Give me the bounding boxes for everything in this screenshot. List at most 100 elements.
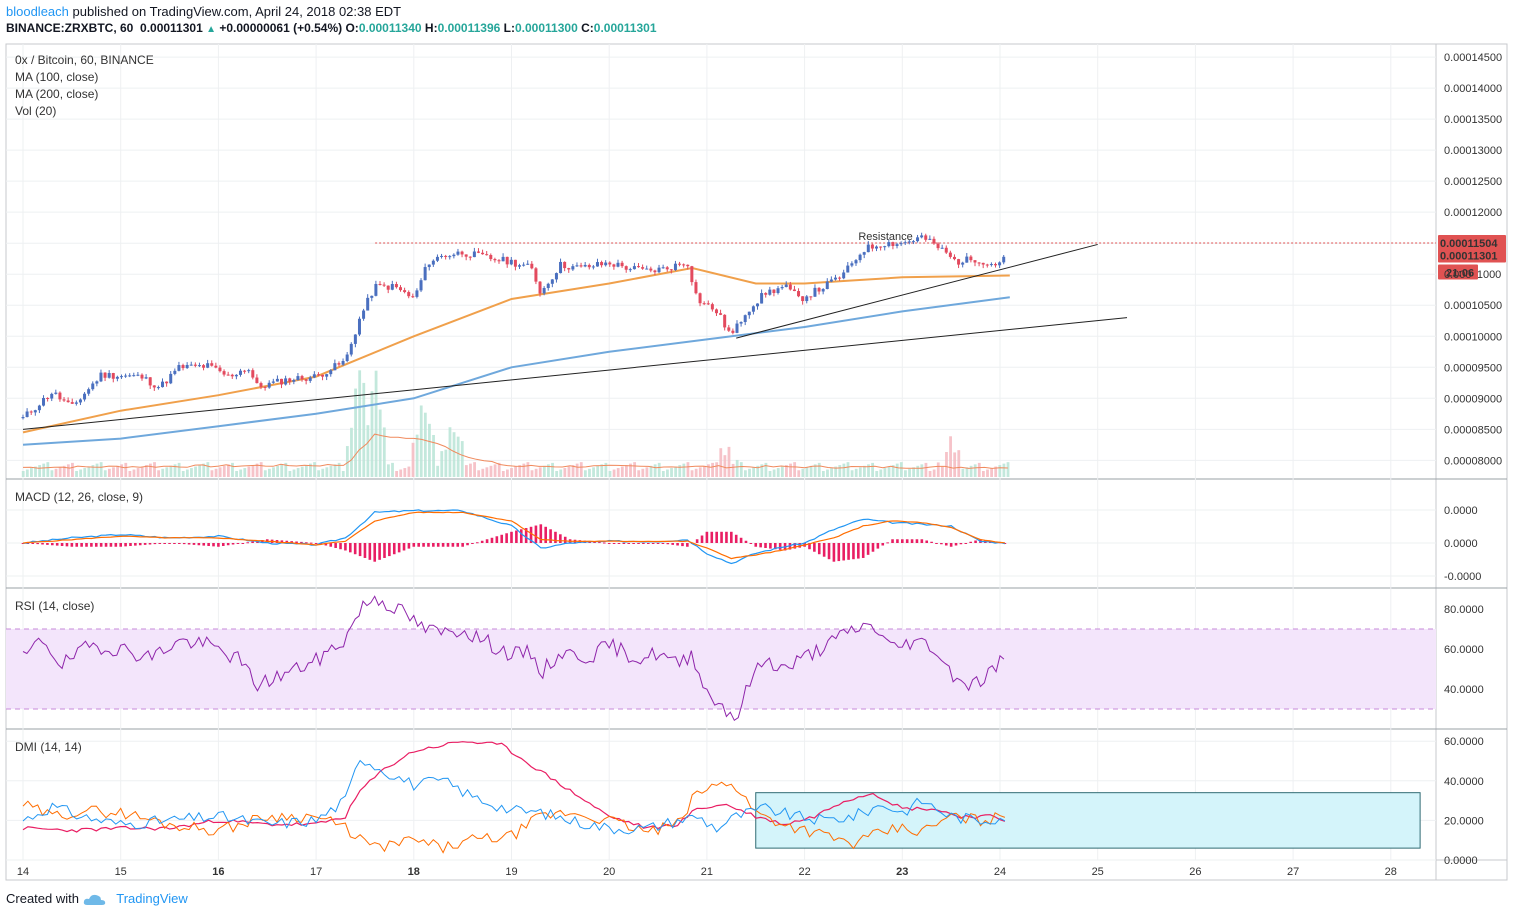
volume-bar bbox=[259, 462, 263, 477]
volume-bar bbox=[280, 464, 284, 477]
macd-hist-bar bbox=[554, 531, 557, 543]
macd-hist-bar bbox=[940, 543, 943, 545]
macd-hist-bar bbox=[925, 540, 929, 543]
macd-hist-bar bbox=[324, 543, 328, 546]
macd-hist-bar bbox=[456, 543, 460, 547]
volume-bar bbox=[321, 468, 325, 477]
volume-bar bbox=[707, 464, 710, 477]
volume-bar bbox=[571, 465, 575, 477]
candle-body bbox=[587, 264, 591, 268]
macd-hist-bar bbox=[153, 543, 157, 545]
candle-body bbox=[694, 282, 698, 294]
candle-body bbox=[234, 374, 238, 377]
volume-bar bbox=[592, 467, 595, 477]
macd-hist-bar bbox=[974, 540, 977, 543]
candle-body bbox=[83, 393, 87, 400]
volume-bar bbox=[924, 462, 928, 477]
macd-hist-bar bbox=[930, 541, 933, 543]
price-tag bbox=[1438, 234, 1506, 250]
volume-bar bbox=[826, 469, 829, 477]
dmi-highlight-box[interactable] bbox=[755, 792, 1421, 849]
candle-body bbox=[210, 363, 214, 366]
macd-hist-bar bbox=[358, 543, 362, 557]
candle-body bbox=[427, 264, 431, 268]
volume-bar bbox=[313, 462, 316, 477]
candle-body bbox=[981, 262, 985, 265]
candle-body bbox=[563, 261, 567, 269]
macd-hist-bar bbox=[847, 543, 850, 560]
macd-hist-bar bbox=[876, 543, 880, 549]
candle-body bbox=[522, 264, 526, 266]
candle-body bbox=[99, 372, 103, 382]
close-label: C: bbox=[581, 21, 594, 35]
macd-hist-bar bbox=[407, 543, 411, 549]
macd-hist-bar bbox=[490, 537, 494, 543]
candle-body bbox=[653, 270, 657, 273]
candle-body bbox=[267, 382, 271, 388]
candle-body bbox=[173, 370, 177, 374]
volume-bar bbox=[464, 465, 468, 477]
candle-body bbox=[768, 289, 772, 295]
macd-hist-bar bbox=[55, 543, 59, 546]
macd-hist-bar bbox=[397, 543, 401, 553]
candle-body bbox=[148, 377, 152, 386]
macd-hist-bar bbox=[314, 543, 318, 544]
volume-bar bbox=[87, 466, 91, 477]
candle-body bbox=[735, 323, 739, 333]
close-value: 0.00011301 bbox=[593, 21, 657, 35]
volume-bar bbox=[891, 465, 895, 477]
volume-bar bbox=[255, 463, 259, 477]
macd-hist-bar bbox=[764, 543, 767, 548]
candle-body bbox=[948, 252, 952, 257]
candle-body bbox=[329, 370, 333, 375]
candle-body bbox=[107, 373, 111, 378]
volume-bar bbox=[79, 469, 83, 477]
macd-hist-bar bbox=[168, 543, 171, 544]
trendline-long[interactable] bbox=[22, 317, 1128, 430]
volume-bar bbox=[686, 462, 690, 477]
candle-body bbox=[916, 237, 920, 242]
rsi-tick-label: 60.0000 bbox=[1444, 644, 1484, 656]
candle-body bbox=[899, 243, 903, 245]
rsi-line bbox=[22, 595, 1005, 722]
macd-hist-bar bbox=[798, 543, 802, 548]
trendline-short[interactable] bbox=[736, 243, 1098, 339]
macd-hist-bar bbox=[378, 543, 381, 560]
volume-bar bbox=[871, 462, 875, 477]
volume-bar bbox=[682, 463, 686, 477]
macd-hist-bar bbox=[539, 524, 543, 543]
candle-body bbox=[415, 290, 419, 297]
author-link[interactable]: bloodleach bbox=[6, 4, 69, 19]
candle-body bbox=[78, 399, 82, 403]
volume-bar bbox=[194, 466, 197, 477]
macd-hist-bar bbox=[124, 543, 127, 547]
volume-bar bbox=[501, 471, 505, 477]
macd-hist-bar bbox=[295, 541, 298, 543]
candle-body bbox=[575, 265, 579, 267]
volume-bar bbox=[337, 462, 341, 477]
price-tick-label: 0.00009000 bbox=[1444, 393, 1502, 405]
time-tick-label: 27 bbox=[1287, 866, 1299, 878]
candle-body bbox=[723, 314, 727, 328]
tradingview-link[interactable]: TradingView bbox=[116, 891, 188, 906]
macd-hist-bar bbox=[866, 543, 870, 555]
volume-bar bbox=[391, 462, 394, 477]
macd-signal-line bbox=[22, 511, 1005, 560]
candle-body bbox=[37, 405, 41, 411]
price-tag-label: 0.00011504 bbox=[1440, 238, 1498, 250]
macd-hist-bar bbox=[231, 543, 235, 545]
macd-hist-bar bbox=[534, 525, 538, 543]
macd-hist-bar bbox=[632, 543, 635, 544]
volume-bar bbox=[1006, 462, 1010, 477]
macd-hist-bar bbox=[65, 543, 69, 547]
volume-bar bbox=[645, 467, 649, 477]
macd-hist-bar bbox=[759, 543, 762, 548]
macd-hist-bar bbox=[212, 543, 215, 547]
volume-bar bbox=[456, 436, 460, 477]
volume-bar bbox=[604, 462, 608, 477]
macd-hist-bar bbox=[392, 543, 396, 555]
candle-body bbox=[661, 267, 665, 269]
candle-body bbox=[903, 242, 907, 244]
candle-body bbox=[91, 383, 95, 390]
